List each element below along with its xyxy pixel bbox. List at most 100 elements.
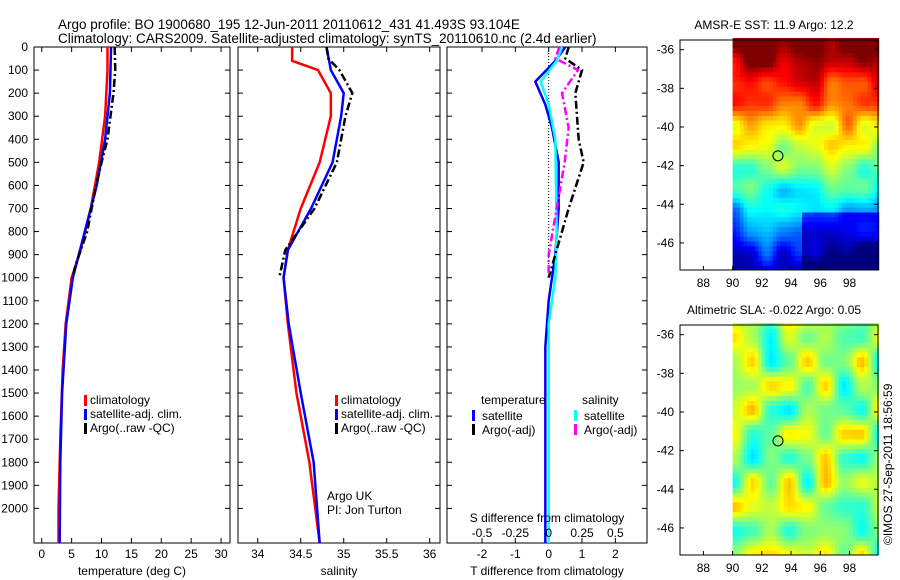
map-cell — [871, 183, 876, 189]
map-cell — [743, 212, 748, 218]
map-cell — [732, 120, 737, 126]
x-tick-label: -2 — [477, 547, 488, 561]
map-cell — [754, 178, 759, 184]
map-cell — [736, 134, 741, 141]
map-cell — [849, 38, 854, 44]
map-cell — [827, 236, 832, 242]
map-cell — [853, 482, 858, 488]
map-cell — [783, 385, 788, 392]
map-cell — [772, 366, 777, 372]
map-cell — [809, 192, 814, 199]
map-cell — [827, 526, 832, 532]
map-cell — [772, 260, 777, 266]
map-cell — [864, 410, 869, 416]
map-cell — [845, 197, 851, 203]
map-cell — [772, 110, 777, 116]
map-cell — [776, 405, 781, 411]
map-cell — [761, 468, 766, 474]
map-cell — [754, 139, 759, 145]
map-cell — [758, 163, 763, 170]
x-tick-label: 36 — [423, 547, 437, 561]
map-cell — [769, 91, 774, 97]
map-cell — [794, 91, 799, 97]
map-cell — [842, 250, 847, 257]
map-cell — [849, 71, 854, 78]
map-cell — [827, 511, 832, 517]
map-cell — [754, 506, 759, 513]
map-cell — [853, 125, 858, 131]
map-cell — [820, 57, 825, 63]
map-cell — [754, 477, 759, 484]
map-cell — [732, 366, 737, 372]
map-cell — [827, 429, 832, 435]
map-cell — [739, 376, 745, 382]
map-cell — [780, 443, 785, 450]
map-cell — [856, 327, 861, 334]
map-cell — [805, 154, 810, 160]
map-cell — [794, 178, 799, 184]
map-cell — [791, 129, 796, 136]
map-cell — [856, 202, 861, 208]
map-cell — [831, 487, 836, 493]
map-cell — [758, 439, 763, 445]
map-cell — [809, 67, 814, 73]
map-cell — [831, 129, 836, 136]
map-cell — [827, 149, 832, 155]
map-cell — [739, 139, 745, 145]
map-cell — [802, 221, 807, 228]
map-cell — [769, 221, 774, 228]
map-cell — [875, 400, 880, 406]
map-cell — [802, 371, 807, 377]
map-cell — [871, 255, 876, 261]
map-cell — [791, 260, 796, 266]
map-cell — [747, 192, 752, 199]
map-cell — [732, 187, 737, 194]
map-cell — [732, 448, 737, 455]
map-cell — [816, 477, 821, 484]
map-cell — [871, 395, 876, 401]
map-cell — [758, 506, 763, 513]
map-cell — [754, 443, 759, 450]
map-cell — [842, 443, 847, 450]
map-cell — [772, 255, 777, 261]
map-cell — [816, 226, 821, 232]
map-cell — [820, 410, 825, 416]
map-cell — [747, 530, 752, 537]
map-cell — [794, 497, 799, 503]
map-cell — [842, 497, 847, 503]
map-cell — [772, 511, 777, 517]
map-cell — [842, 202, 847, 208]
map-cell — [743, 405, 748, 411]
map-cell — [769, 144, 774, 150]
map-cell — [856, 47, 861, 54]
map-cell — [838, 405, 843, 411]
map-cell — [780, 458, 785, 464]
series-line-satellite-adj-clim- — [282, 46, 346, 544]
map-cell — [860, 356, 865, 363]
map-cell — [823, 47, 829, 54]
map-cell — [842, 245, 847, 252]
map-cell — [849, 86, 854, 92]
map-cell — [783, 57, 788, 63]
map-cell — [736, 100, 741, 107]
map-cell — [849, 390, 854, 397]
map-cell — [831, 231, 836, 237]
map-cell — [827, 57, 832, 63]
map-cell — [820, 530, 825, 537]
map-cell — [816, 371, 821, 377]
map-cell — [783, 149, 788, 155]
map-cell — [798, 453, 803, 459]
map-cell — [805, 260, 810, 266]
map-cell — [776, 250, 781, 257]
map-cell — [776, 158, 781, 165]
map-cell — [761, 115, 766, 121]
map-cell — [736, 168, 741, 174]
map-cell — [787, 96, 792, 102]
map-cell — [805, 236, 810, 242]
map-cell — [856, 149, 861, 155]
map-cell — [834, 463, 840, 469]
map-cell — [860, 448, 865, 455]
map-cell — [794, 52, 799, 58]
map-cell — [783, 197, 788, 203]
map-cell — [871, 332, 876, 339]
